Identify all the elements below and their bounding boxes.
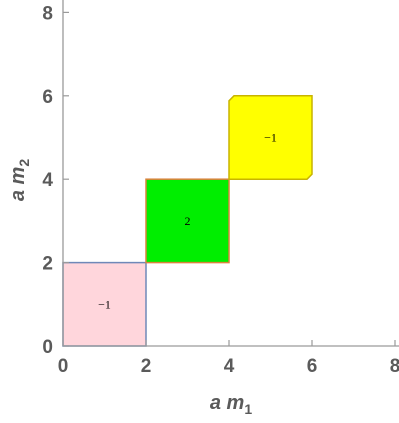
x-tick-label: 4 [224, 356, 235, 377]
region-1 [62, 261, 147, 347]
y-axis-title: a m2 [7, 159, 32, 201]
region-3-label: −1 [264, 131, 277, 145]
regions-layer: −1 2 −1 [62, 95, 313, 347]
x-tick-label: 0 [58, 356, 69, 377]
y-tick-label: 6 [42, 87, 53, 108]
y-tick-label: 4 [42, 170, 53, 191]
x-tick-label: 2 [141, 356, 152, 377]
x-axis-title: a m1 [210, 392, 252, 417]
region-3 [228, 95, 313, 180]
y-tick-label: 0 [42, 337, 53, 358]
region-1-label: −1 [98, 297, 111, 311]
region-2-label: 2 [185, 214, 191, 228]
x-tick-label: 8 [390, 356, 399, 377]
y-tick-label: 2 [42, 254, 53, 275]
axes [62, 0, 399, 347]
x-tick-label: 6 [307, 356, 318, 377]
y-ticks: 0 2 4 6 8 [42, 3, 69, 358]
x-ticks: 0 2 4 6 8 [58, 340, 399, 377]
y-tick-label: 8 [42, 3, 53, 24]
region-2 [145, 178, 230, 264]
